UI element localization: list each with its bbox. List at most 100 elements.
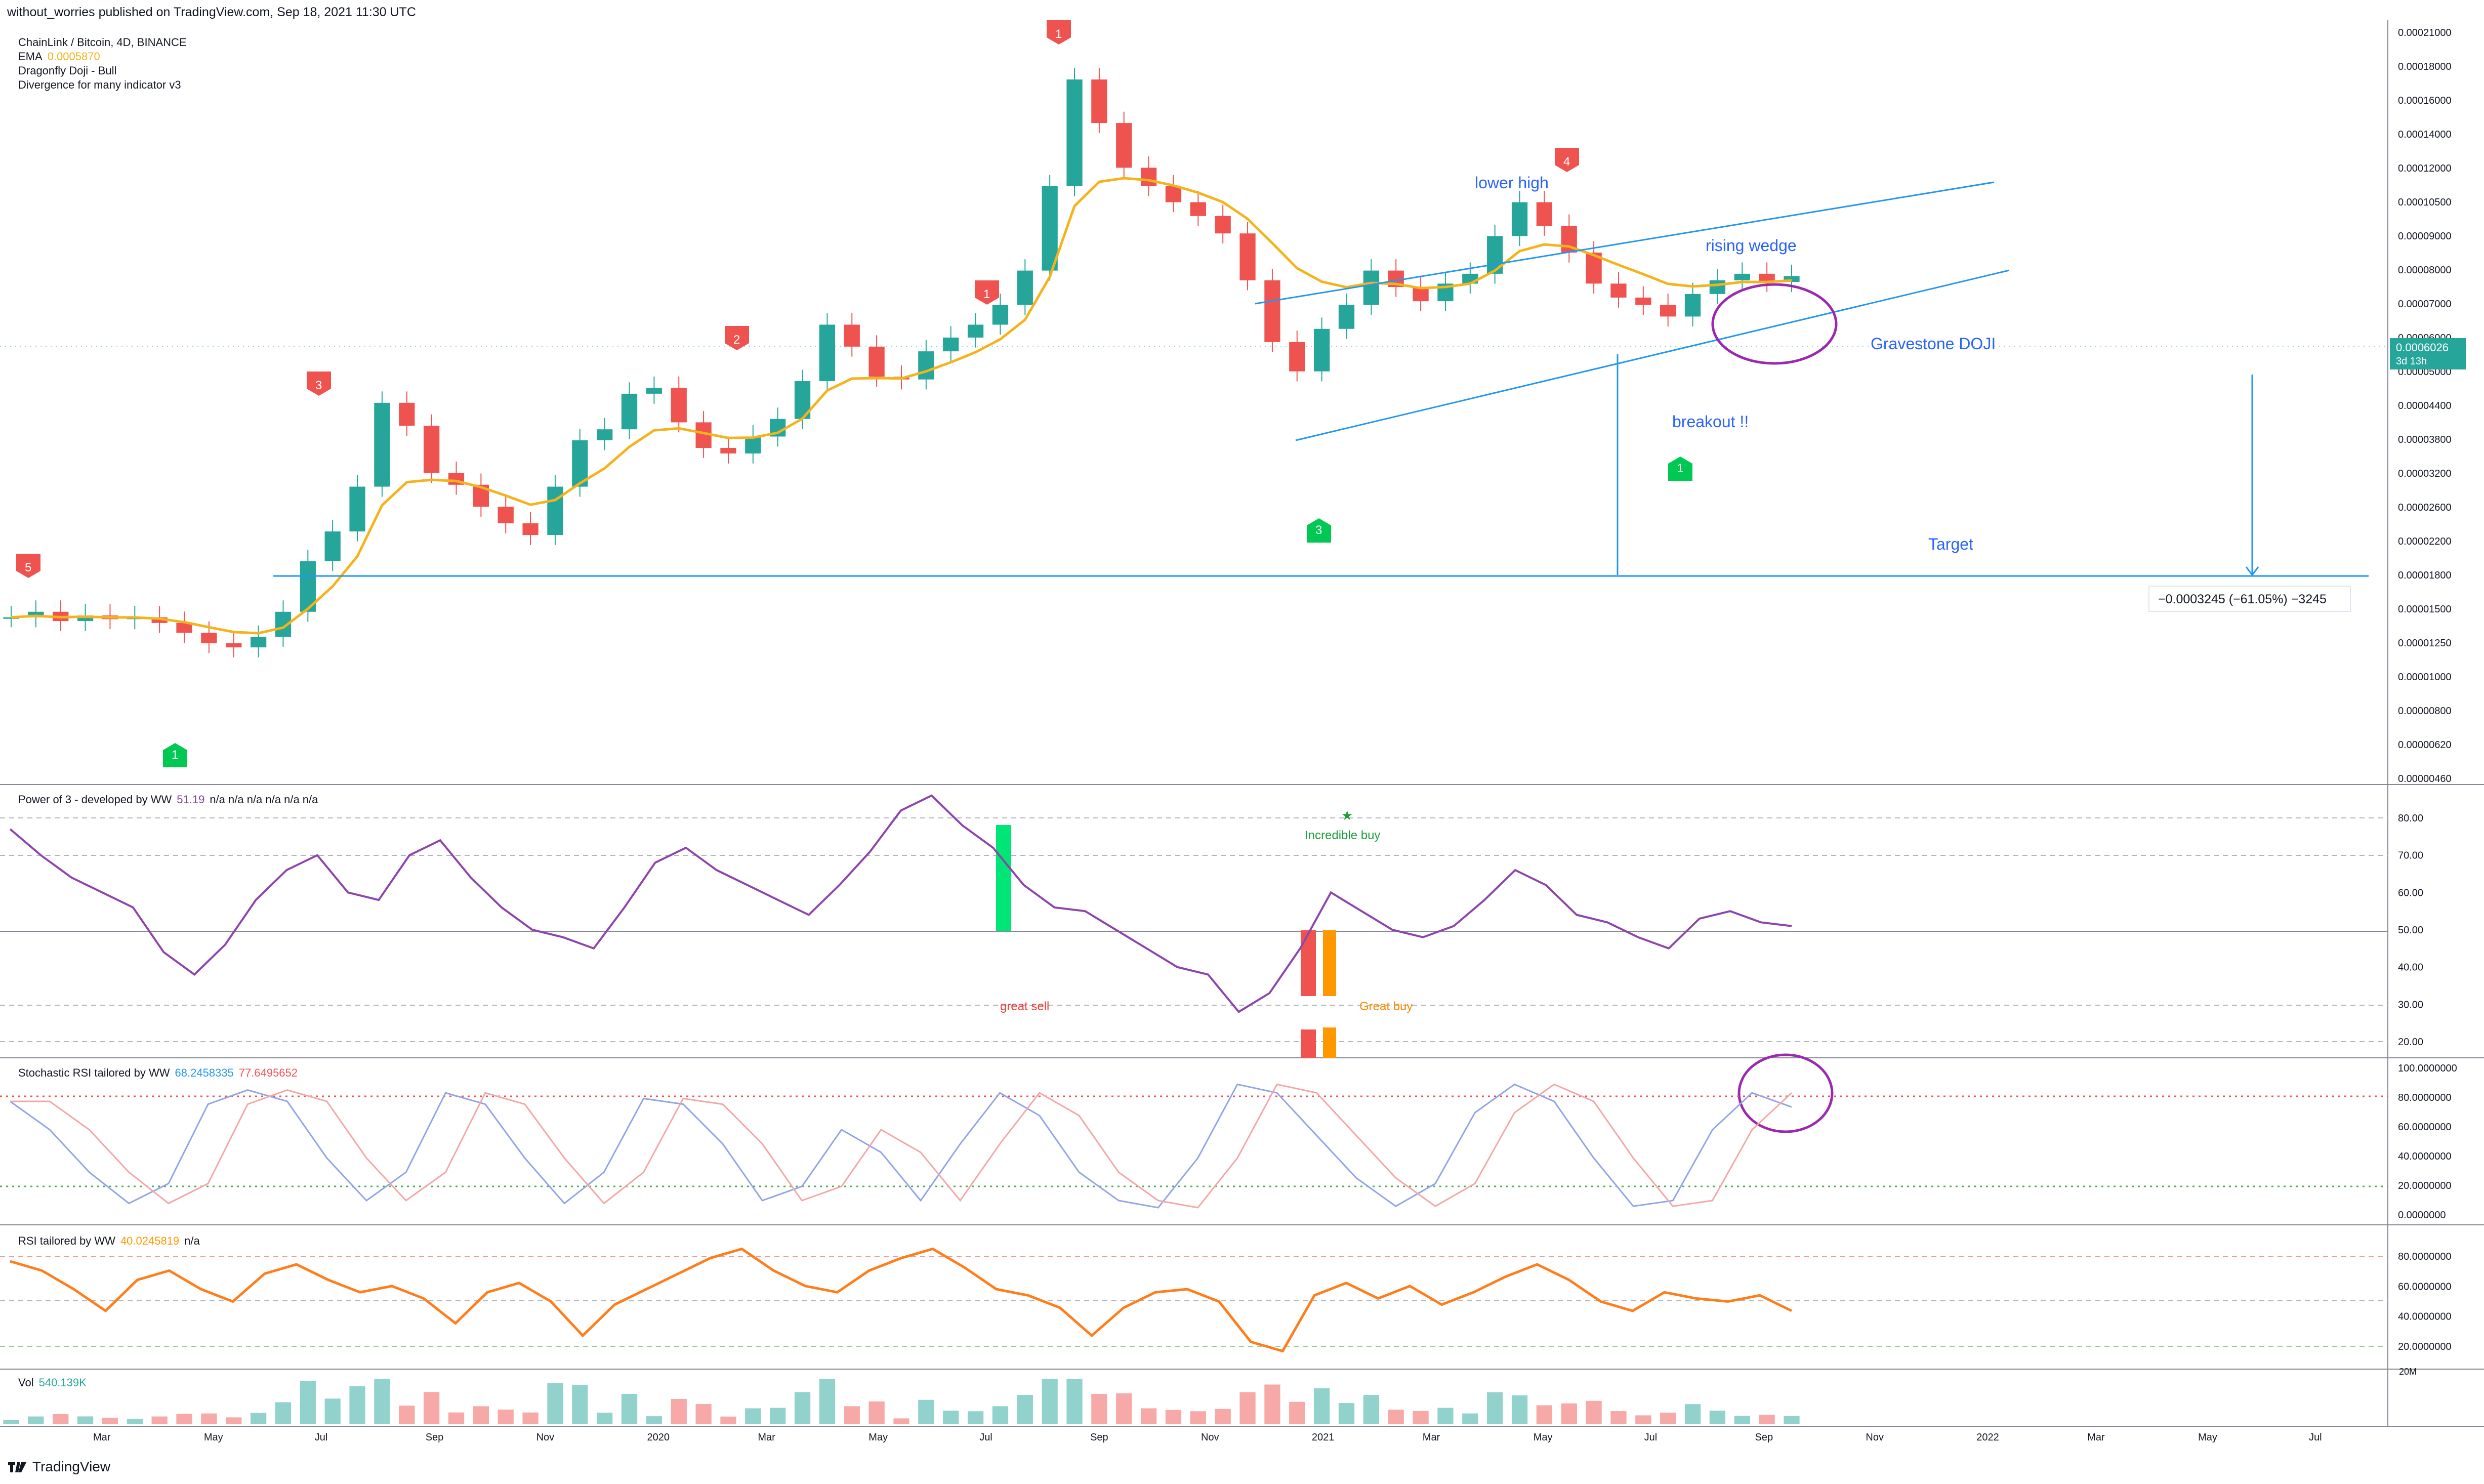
- volume-bar: [671, 1398, 687, 1424]
- volume-bar: [918, 1399, 934, 1424]
- tradingview-logo-icon: [8, 1462, 26, 1472]
- volume-bar: [349, 1386, 365, 1424]
- ema-line: [11, 177, 1792, 635]
- volume-bar: [1017, 1395, 1033, 1424]
- time-tick: May: [204, 1432, 223, 1443]
- power-axis: 80.00 70.00 60.00 50.00 40.00 30.00 20.00: [2398, 813, 2423, 1048]
- price-tick: 0.00010500: [2398, 197, 2452, 208]
- candle-body: [28, 611, 44, 617]
- volume-bar: [1116, 1393, 1132, 1424]
- time-tick: Jul: [1644, 1432, 1658, 1443]
- pane-tick: 100.0000000: [2398, 1063, 2457, 1074]
- volume-bar: [1140, 1408, 1157, 1424]
- candle-body: [1215, 216, 1231, 234]
- volume-bar: [1536, 1405, 1553, 1424]
- pane-tick: 0.0000000: [2398, 1210, 2446, 1221]
- volume-bar: [1264, 1384, 1280, 1424]
- volume-bar: [967, 1411, 984, 1424]
- publisher-line: without_worries published on TradingView…: [7, 5, 416, 19]
- time-tick: Sep: [1755, 1432, 1773, 1443]
- time-tick: Mar: [758, 1432, 775, 1443]
- td-buy-marker: 1: [1668, 457, 1692, 481]
- power-line: [9, 794, 1792, 1013]
- candles: [3, 68, 1800, 657]
- volume-bar: [1610, 1411, 1627, 1424]
- pane-tick: 40.00: [2398, 962, 2423, 973]
- price-tick: 0.00004400: [2398, 400, 2452, 411]
- candle-body: [1660, 305, 1676, 317]
- stoch-d-value: 77.6495652: [238, 1066, 298, 1079]
- candle-body: [324, 531, 341, 561]
- time-tick: Jul: [2309, 1432, 2322, 1443]
- volume-bar: [275, 1402, 292, 1424]
- pane-tick: 50.00: [2398, 925, 2423, 936]
- vol-legend: Vol 540.139K: [18, 1376, 87, 1389]
- candle-body: [720, 447, 736, 454]
- candle-body: [1709, 280, 1726, 294]
- time-tick: May: [868, 1432, 888, 1443]
- td-sell-marker: 2: [725, 326, 749, 350]
- pane-tick: 40.0000000: [2398, 1151, 2452, 1162]
- volume-bar: [844, 1406, 860, 1424]
- power-value: 51.19: [177, 793, 205, 806]
- stoch-circle: [1737, 1053, 1834, 1133]
- rising-wedge-label: rising wedge: [1706, 236, 1797, 255]
- volume-bar: [1165, 1410, 1182, 1424]
- ema-value: 0.0005870: [47, 50, 100, 63]
- volume-bar: [1709, 1411, 1726, 1424]
- volume-bar: [1091, 1394, 1107, 1424]
- volume-bar: [1388, 1410, 1404, 1424]
- drawings: [273, 181, 2369, 577]
- volume-bar: [819, 1379, 836, 1424]
- volume-bar: [572, 1385, 588, 1424]
- td-marker-label: 3: [315, 379, 322, 392]
- pane-tick: 80.00: [2398, 813, 2423, 824]
- candle-body: [1017, 270, 1033, 305]
- candle-body: [868, 346, 885, 377]
- price-tick: 0.00016000: [2398, 95, 2452, 106]
- candle-body: [1734, 273, 1750, 280]
- last-price-line: [0, 338, 2466, 369]
- candle-body: [819, 324, 836, 381]
- pane-tick: 80.0000000: [2398, 1251, 2452, 1262]
- candle-body: [1338, 305, 1355, 329]
- candle-body: [1289, 342, 1305, 372]
- great-sell-bar-2: [1301, 930, 1316, 996]
- price-tick: 0.00000460: [2398, 773, 2452, 785]
- volume-bar: [646, 1416, 663, 1424]
- main-legend: ChainLink / Bitcoin, 4D, BINANCE EMA 0.00…: [18, 35, 187, 92]
- great-sell-bar: [996, 825, 1011, 931]
- stoch-legend: Stochastic RSI tailored by WW 68.2458335 7…: [18, 1066, 298, 1079]
- price-tick: 0.00000800: [2398, 706, 2452, 717]
- time-tick: Mar: [93, 1432, 111, 1443]
- divergence-legend: Divergence for many indicator v3: [18, 78, 181, 91]
- candle-body: [1784, 276, 1800, 282]
- breakout-label: breakout !!: [1672, 413, 1749, 431]
- candle-body: [621, 393, 638, 430]
- time-tick: Nov: [1866, 1432, 1884, 1443]
- star-icon: ★: [1341, 808, 1353, 823]
- price-tick: 0.00002600: [2398, 502, 2452, 513]
- price-tick: 0.00003200: [2398, 468, 2452, 479]
- price-tick: 0.00018000: [2398, 61, 2452, 72]
- last-price-label: 0.0006026: [2396, 341, 2449, 354]
- time-tick: Sep: [1090, 1432, 1108, 1443]
- time-tick: 2022: [1976, 1432, 1999, 1443]
- candle-body: [424, 426, 440, 473]
- volume-bar: [1413, 1411, 1429, 1424]
- great-buy-label: Great buy: [1359, 1000, 1413, 1013]
- doji-legend: Dragonfly Doji - Bull: [18, 64, 117, 77]
- symbol-label: ChainLink / Bitcoin, 4D, BINANCE: [18, 36, 187, 49]
- candle-body: [1239, 233, 1256, 280]
- volume-bar: [53, 1414, 69, 1424]
- td-sell-marker: 4: [1555, 148, 1579, 172]
- candle-body: [374, 402, 390, 487]
- candle-body: [349, 486, 365, 531]
- measure-box: [2148, 586, 2351, 612]
- price-tick: 0.00012000: [2398, 163, 2452, 174]
- rsi-legend: RSI tailored by WW 40.0245819 n/a: [18, 1234, 200, 1247]
- rsi-pane: [0, 1256, 2388, 1347]
- stoch-k-line: [10, 1083, 1792, 1209]
- volume-bar: [127, 1419, 143, 1424]
